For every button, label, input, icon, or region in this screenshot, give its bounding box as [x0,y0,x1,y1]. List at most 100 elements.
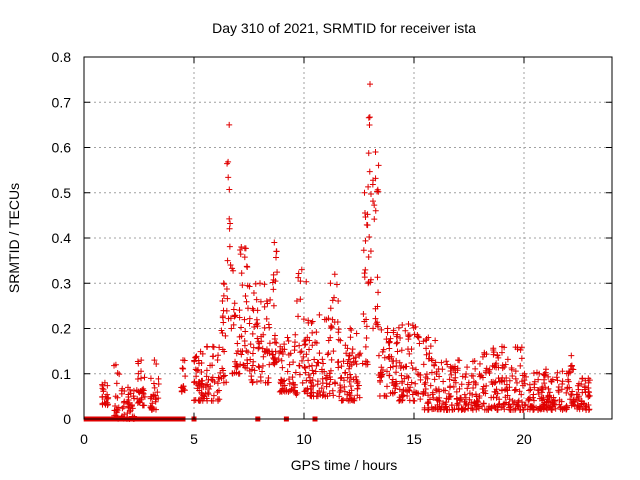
data-point [394,331,401,338]
data-point [545,385,552,392]
data-point [121,398,128,405]
data-point [333,281,340,288]
data-point [286,376,293,383]
data-point [423,345,430,352]
data-point [277,343,284,350]
data-point [319,375,326,382]
data-point [504,387,511,394]
data-point [229,265,236,272]
data-point [434,406,441,413]
data-point [226,243,233,250]
data-point [426,350,433,357]
data-point [353,330,360,337]
data-point [371,202,378,209]
data-point [254,307,261,314]
data-point [402,327,409,334]
data-point [259,368,266,375]
data-point [575,386,582,393]
data-point [354,385,361,392]
data-point [296,342,303,349]
data-point [499,403,506,410]
data-point [494,352,501,359]
data-point [367,248,374,255]
data-point [300,353,307,360]
data-point [290,359,297,366]
data-point [415,334,422,341]
data-point [361,274,368,281]
data-point [304,334,311,341]
data-point [526,381,533,388]
x-tick-label: 0 [80,431,88,447]
data-point [295,313,302,320]
data-point [361,189,368,196]
data-point [135,360,142,367]
data-point [543,366,549,373]
data-point [436,388,443,395]
data-point [267,296,274,303]
data-point [488,378,495,385]
data-point [554,369,561,376]
data-point [255,363,262,370]
data-point [499,362,506,369]
data-point [305,371,312,378]
data-point [456,385,463,392]
data-point [386,355,393,362]
data-point [363,316,370,323]
data-point [238,333,245,340]
data-point [231,312,238,319]
data-point [138,375,145,382]
data-point [241,316,248,323]
data-point [248,376,255,383]
data-point [501,386,508,393]
data-point [386,345,393,352]
data-point [355,382,362,389]
data-point [449,406,456,413]
data-point [586,392,593,399]
data-point [548,378,555,385]
data-point [298,357,305,364]
data-point [460,406,467,413]
data-point [194,385,201,392]
data-point [539,397,546,404]
data-point [399,378,406,385]
y-axis-label: SRMTID / TECUs [6,183,22,293]
data-point [499,343,505,350]
data-point [451,377,458,384]
data-point [540,371,547,378]
data-point [192,366,199,373]
data-point [207,362,214,369]
data-point [289,374,296,381]
data-point [328,356,335,363]
data-point [114,370,121,377]
data-point [273,339,280,346]
data-point [331,271,338,278]
data-point [374,188,381,195]
data-point [180,357,186,364]
data-point [452,374,459,381]
data-point [409,365,416,372]
data-point [375,352,382,359]
data-point [518,355,525,362]
data-point [119,405,126,412]
y-tick-label: 0.6 [52,140,72,156]
data-point [386,338,393,345]
data-point [534,387,541,394]
data-point [559,406,566,413]
data-point [202,384,209,391]
data-point [399,321,406,328]
data-point [323,380,330,387]
data-point [583,406,590,413]
data-point [279,351,286,358]
data-point [347,325,354,332]
data-point [215,374,222,381]
data-point [458,381,465,388]
data-point [326,370,333,377]
data-point [517,362,524,369]
data-point [585,379,592,386]
data-point [329,316,336,323]
data-point [514,402,521,409]
data-point [490,345,497,352]
data-point [100,388,107,395]
data-point [489,362,496,369]
y-tick-label: 0.3 [52,275,72,291]
